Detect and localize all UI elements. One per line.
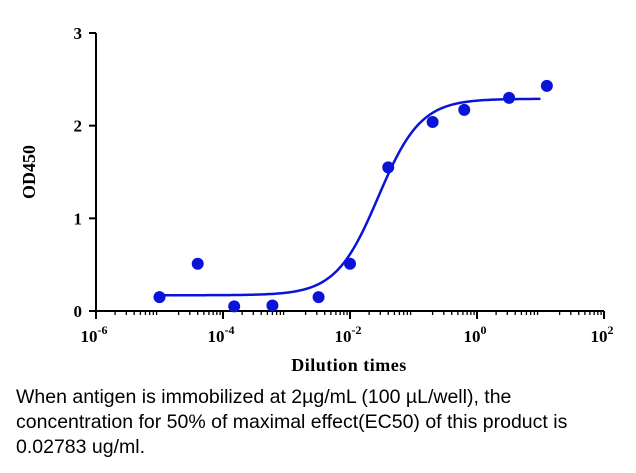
y-axis-label: OD450 [19, 145, 39, 199]
data-point [312, 291, 325, 304]
chart-caption: When antigen is immobilized at 2µg/mL (1… [16, 386, 568, 458]
y-axis-ticks: 0 1 2 3 [74, 24, 96, 321]
x-tick-label: 10-6 [81, 323, 108, 346]
data-point [503, 91, 516, 104]
x-tick-label: 102 [591, 323, 614, 346]
data-point [426, 115, 439, 128]
x-tick-label: 100 [464, 323, 487, 346]
data-point [153, 291, 166, 304]
data-points [153, 79, 553, 313]
data-point [266, 299, 279, 312]
data-point [344, 257, 356, 270]
data-point [191, 257, 204, 270]
y-tick-label: 3 [74, 24, 83, 43]
y-tick-label: 2 [74, 117, 83, 136]
x-axis-ticks: 10-6 10-4 10-2 100 102 [81, 311, 614, 346]
data-point [228, 300, 241, 313]
data-point [382, 161, 395, 174]
dose-response-chart: 0 1 2 3 10-6 10-4 10-2 100 102 OD450 Dilution t… [19, 24, 614, 375]
x-tick-label: 10-4 [208, 323, 235, 346]
fit-curve [159, 97, 541, 297]
y-tick-label: 1 [74, 209, 83, 228]
x-axis-label: Dilution times [291, 355, 407, 375]
y-tick-label: 0 [74, 302, 83, 321]
x-tick-label: 10-2 [335, 323, 362, 346]
data-point [540, 79, 553, 92]
data-point [458, 103, 471, 116]
